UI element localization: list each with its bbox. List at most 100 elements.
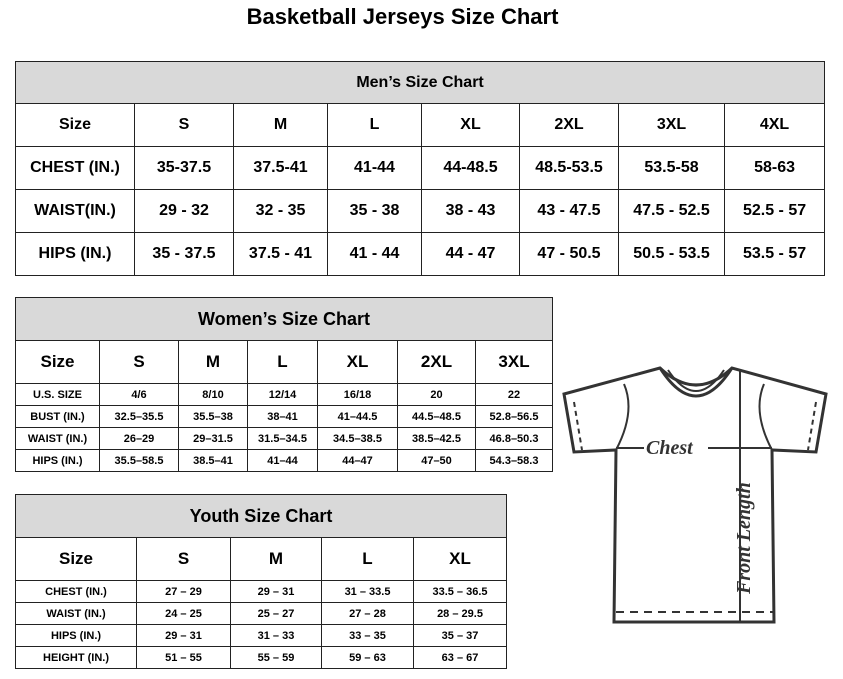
table-cell: 22 (474, 383, 554, 406)
table-cell: XL (412, 537, 508, 581)
table-cell: 52.8–56.5 (474, 405, 554, 428)
table-title: Men’s Size Chart (14, 61, 826, 104)
table-cell: 12/14 (247, 383, 318, 406)
table-cell: 53.5 - 57 (723, 232, 826, 276)
table-cell: 27 – 29 (136, 580, 231, 603)
table-cell: 51 – 55 (136, 646, 231, 669)
table-row: CHEST (IN.) 27 – 29 29 – 31 31 – 33.5 33.5 –… (15, 580, 508, 603)
table-cell: 32.5–35.5 (99, 405, 179, 428)
table-cell: 3XL (474, 340, 554, 384)
table-cell: S (134, 103, 234, 147)
table-row: Size S M L XL 2XL 3XL 4XL (15, 103, 826, 147)
row-label: Size (15, 103, 135, 147)
table-cell: 24 – 25 (136, 602, 231, 625)
table-row: BUST (IN.) 32.5–35.5 35.5–38 38–41 41–44.5 44… (15, 405, 554, 428)
table-cell: 54.3–58.3 (474, 449, 554, 472)
table-row: WAIST (IN.) 24 – 25 25 – 27 27 – 28 28 – 29.… (15, 602, 508, 625)
table-cell: 63 – 67 (412, 646, 508, 669)
table-cell: 2XL (519, 103, 619, 147)
youth-size-table: Youth Size Chart Size S M L XL CHEST (IN.) 27 … (14, 494, 508, 669)
row-label: WAIST (IN.) (15, 602, 137, 625)
tshirt-diagram: Chest Front Length (562, 366, 828, 624)
table-cell: 33 – 35 (321, 624, 414, 647)
table-cell: 32 - 35 (233, 189, 328, 233)
table-cell: 38 - 43 (421, 189, 520, 233)
table-cell: 58-63 (723, 146, 826, 190)
table-cell: 37.5 - 41 (233, 232, 328, 276)
table-cell: 27 – 28 (321, 602, 414, 625)
table-cell: 43 - 47.5 (519, 189, 619, 233)
table-cell: 28 – 29.5 (412, 602, 508, 625)
table-cell: 47–50 (397, 449, 476, 472)
table-cell: 53.5-58 (618, 146, 725, 190)
table-cell: 16/18 (317, 383, 398, 406)
table-cell: 2XL (397, 340, 476, 384)
row-label: HIPS (IN.) (15, 624, 137, 647)
table-cell: 41 - 44 (327, 232, 422, 276)
table-cell: L (321, 537, 414, 581)
table-cell: 20 (397, 383, 476, 406)
table-cell: M (233, 103, 328, 147)
row-label: Size (15, 340, 100, 384)
row-label: BUST (IN.) (15, 405, 100, 428)
row-label: HEIGHT (IN.) (15, 646, 137, 669)
row-label: WAIST(IN.) (15, 189, 135, 233)
table-cell: 44 - 47 (421, 232, 520, 276)
table-title: Women’s Size Chart (14, 297, 554, 341)
table-cell: 31.5–34.5 (247, 427, 318, 450)
table-row: HEIGHT (IN.) 51 – 55 55 – 59 59 – 63 63 – 67 (15, 646, 508, 669)
mens-size-table: Men’s Size Chart Size S M L XL 2XL 3XL 4XL CHEST… (14, 61, 826, 276)
table-cell: 35-37.5 (134, 146, 234, 190)
table-row: CHEST (IN.) 35-37.5 37.5-41 41-44 44-48.5 48.… (15, 146, 826, 190)
table-cell: 52.5 - 57 (723, 189, 826, 233)
page-title: Basketball Jerseys Size Chart (246, 4, 559, 29)
table-cell: 35 - 38 (327, 189, 422, 233)
womens-size-table: Women’s Size Chart Size S M L XL 2XL 3XL U.S. S… (14, 297, 554, 472)
table-cell: 41–44.5 (317, 405, 398, 428)
row-label: U.S. SIZE (15, 383, 100, 406)
table-title: Youth Size Chart (14, 494, 508, 538)
table-cell: 44.5–48.5 (397, 405, 476, 428)
table-cell: 46.8–50.3 (474, 427, 554, 450)
table-cell: 29–31.5 (178, 427, 248, 450)
table-cell: 37.5-41 (233, 146, 328, 190)
table-cell: M (178, 340, 248, 384)
table-row: Size S M L XL 2XL 3XL (15, 340, 554, 384)
table-cell: S (99, 340, 179, 384)
table-cell: 34.5–38.5 (317, 427, 398, 450)
table-cell: 33.5 – 36.5 (412, 580, 508, 603)
row-label: CHEST (IN.) (15, 146, 135, 190)
table-cell: 29 – 31 (136, 624, 231, 647)
table-row: WAIST(IN.) 29 - 32 32 - 35 35 - 38 38 - 43 43… (15, 189, 826, 233)
table-cell: 41–44 (247, 449, 318, 472)
table-cell: 41-44 (327, 146, 422, 190)
table-cell: 26–29 (99, 427, 179, 450)
row-label: CHEST (IN.) (15, 580, 137, 603)
table-cell: 38–41 (247, 405, 318, 428)
table-cell: 55 – 59 (230, 646, 322, 669)
front-length-label: Front Length (733, 482, 755, 595)
table-cell: 35 – 37 (412, 624, 508, 647)
table-row: HIPS (IN.) 35.5–58.5 38.5–41 41–44 44–47 47–5… (15, 449, 554, 472)
table-row: WAIST (IN.) 26–29 29–31.5 31.5–34.5 34.5–38.… (15, 427, 554, 450)
row-label: Size (15, 537, 137, 581)
table-cell: 38.5–41 (178, 449, 248, 472)
table-cell: 35.5–38 (178, 405, 248, 428)
table-cell: 31 – 33.5 (321, 580, 414, 603)
table-cell: 44–47 (317, 449, 398, 472)
table-cell: 38.5–42.5 (397, 427, 476, 450)
chest-label: Chest (646, 437, 694, 459)
table-cell: 59 – 63 (321, 646, 414, 669)
table-cell: XL (421, 103, 520, 147)
table-cell: S (136, 537, 231, 581)
table-cell: L (327, 103, 422, 147)
table-cell: 4/6 (99, 383, 179, 406)
table-cell: 29 – 31 (230, 580, 322, 603)
table-cell: 47.5 - 52.5 (618, 189, 725, 233)
table-row: HIPS (IN.) 35 - 37.5 37.5 - 41 41 - 44 44 - … (15, 232, 826, 276)
table-cell: 25 – 27 (230, 602, 322, 625)
table-cell: L (247, 340, 318, 384)
table-cell: 3XL (618, 103, 725, 147)
table-cell: 29 - 32 (134, 189, 234, 233)
table-cell: 47 - 50.5 (519, 232, 619, 276)
